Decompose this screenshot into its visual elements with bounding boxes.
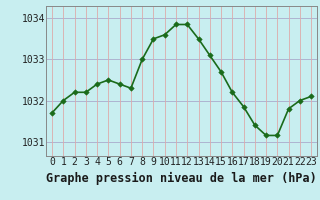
- X-axis label: Graphe pression niveau de la mer (hPa): Graphe pression niveau de la mer (hPa): [46, 172, 317, 185]
